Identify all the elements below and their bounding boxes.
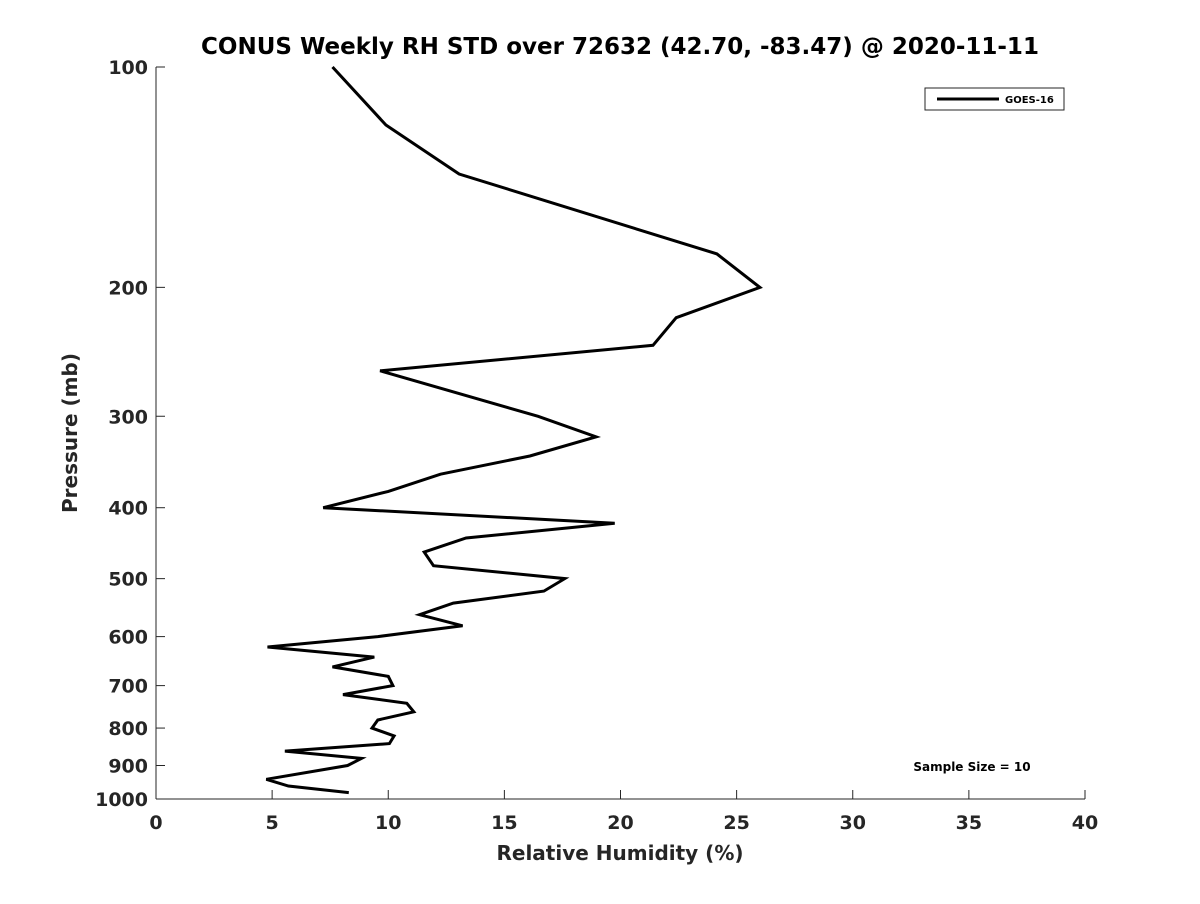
y-tick-label: 900 [108, 756, 148, 778]
series-layer [265, 65, 763, 795]
x-tick-label: 15 [491, 812, 517, 834]
y-tick-label: 600 [108, 627, 148, 649]
sample-size-annotation: Sample Size = 10 [913, 760, 1030, 774]
y-tick-label: 1000 [95, 789, 148, 811]
y-tick-label: 800 [108, 718, 148, 740]
x-tick-label: 25 [723, 812, 749, 834]
x-tick-label: 5 [266, 812, 279, 834]
legend-label: GOES-16 [1005, 95, 1054, 106]
y-tick-label: 400 [108, 498, 148, 520]
x-tick-label: 35 [956, 812, 982, 834]
y-tick-label: 700 [108, 676, 148, 698]
x-tick-label: 0 [149, 812, 162, 834]
legend: GOES-16 [924, 87, 1065, 111]
x-tick-label: 20 [607, 812, 633, 834]
y-tick-label: 500 [108, 569, 148, 591]
y-tick-label: 300 [108, 406, 148, 428]
y-tick-label: 100 [108, 57, 148, 79]
y-axis-label: Pressure (mb) [58, 353, 82, 513]
x-tick-label: 30 [840, 812, 866, 834]
axes: 0 5 10 15 20 25 30 35 40 100 200 300 400 500 600 700 800… [95, 57, 1098, 834]
x-axis-label: Relative Humidity (%) [496, 841, 743, 865]
x-tick-label: 40 [1072, 812, 1098, 834]
series-line-goes-16 [265, 65, 763, 795]
y-tick-label: 200 [108, 277, 148, 299]
x-tick-label: 10 [375, 812, 401, 834]
chart-title: CONUS Weekly RH STD over 72632 (42.70, -… [201, 34, 1039, 60]
